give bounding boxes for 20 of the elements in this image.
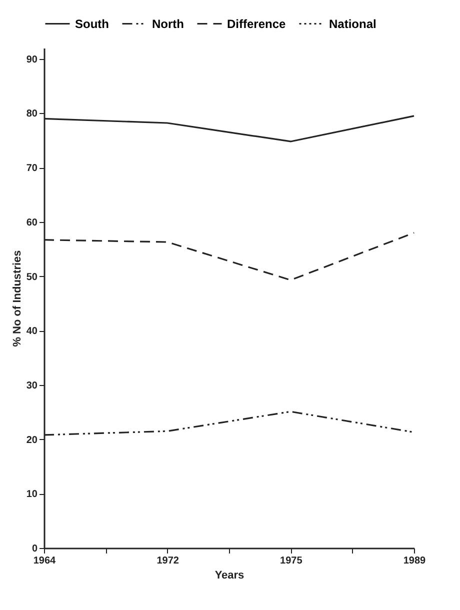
y-tick-label: 30 xyxy=(26,380,38,392)
legend-label: South xyxy=(75,16,109,31)
y-tick-label: 60 xyxy=(26,217,38,228)
x-tick-label: 1972 xyxy=(156,556,180,566)
y-tick-label: 0 xyxy=(32,544,38,554)
y-tick-label: 40 xyxy=(26,326,38,338)
legend-label: National xyxy=(329,16,376,31)
y-tick-label: 20 xyxy=(26,434,38,446)
y-tick-label: 80 xyxy=(26,108,38,120)
legend-label: North xyxy=(152,16,184,31)
x-axis-title: Years xyxy=(214,570,244,582)
y-tick-label: 90 xyxy=(26,54,38,66)
x-tick-label: 1975 xyxy=(280,556,303,566)
legend-label: Difference xyxy=(227,16,286,31)
y-tick-label: 50 xyxy=(26,272,38,283)
x-tick-label: 1989 xyxy=(403,556,426,566)
x-tick-label: 1964 xyxy=(33,556,56,566)
y-axis-title: % No of Industries xyxy=(11,250,24,347)
y-tick-label: 10 xyxy=(26,489,38,500)
y-tick-label: 70 xyxy=(26,163,38,174)
